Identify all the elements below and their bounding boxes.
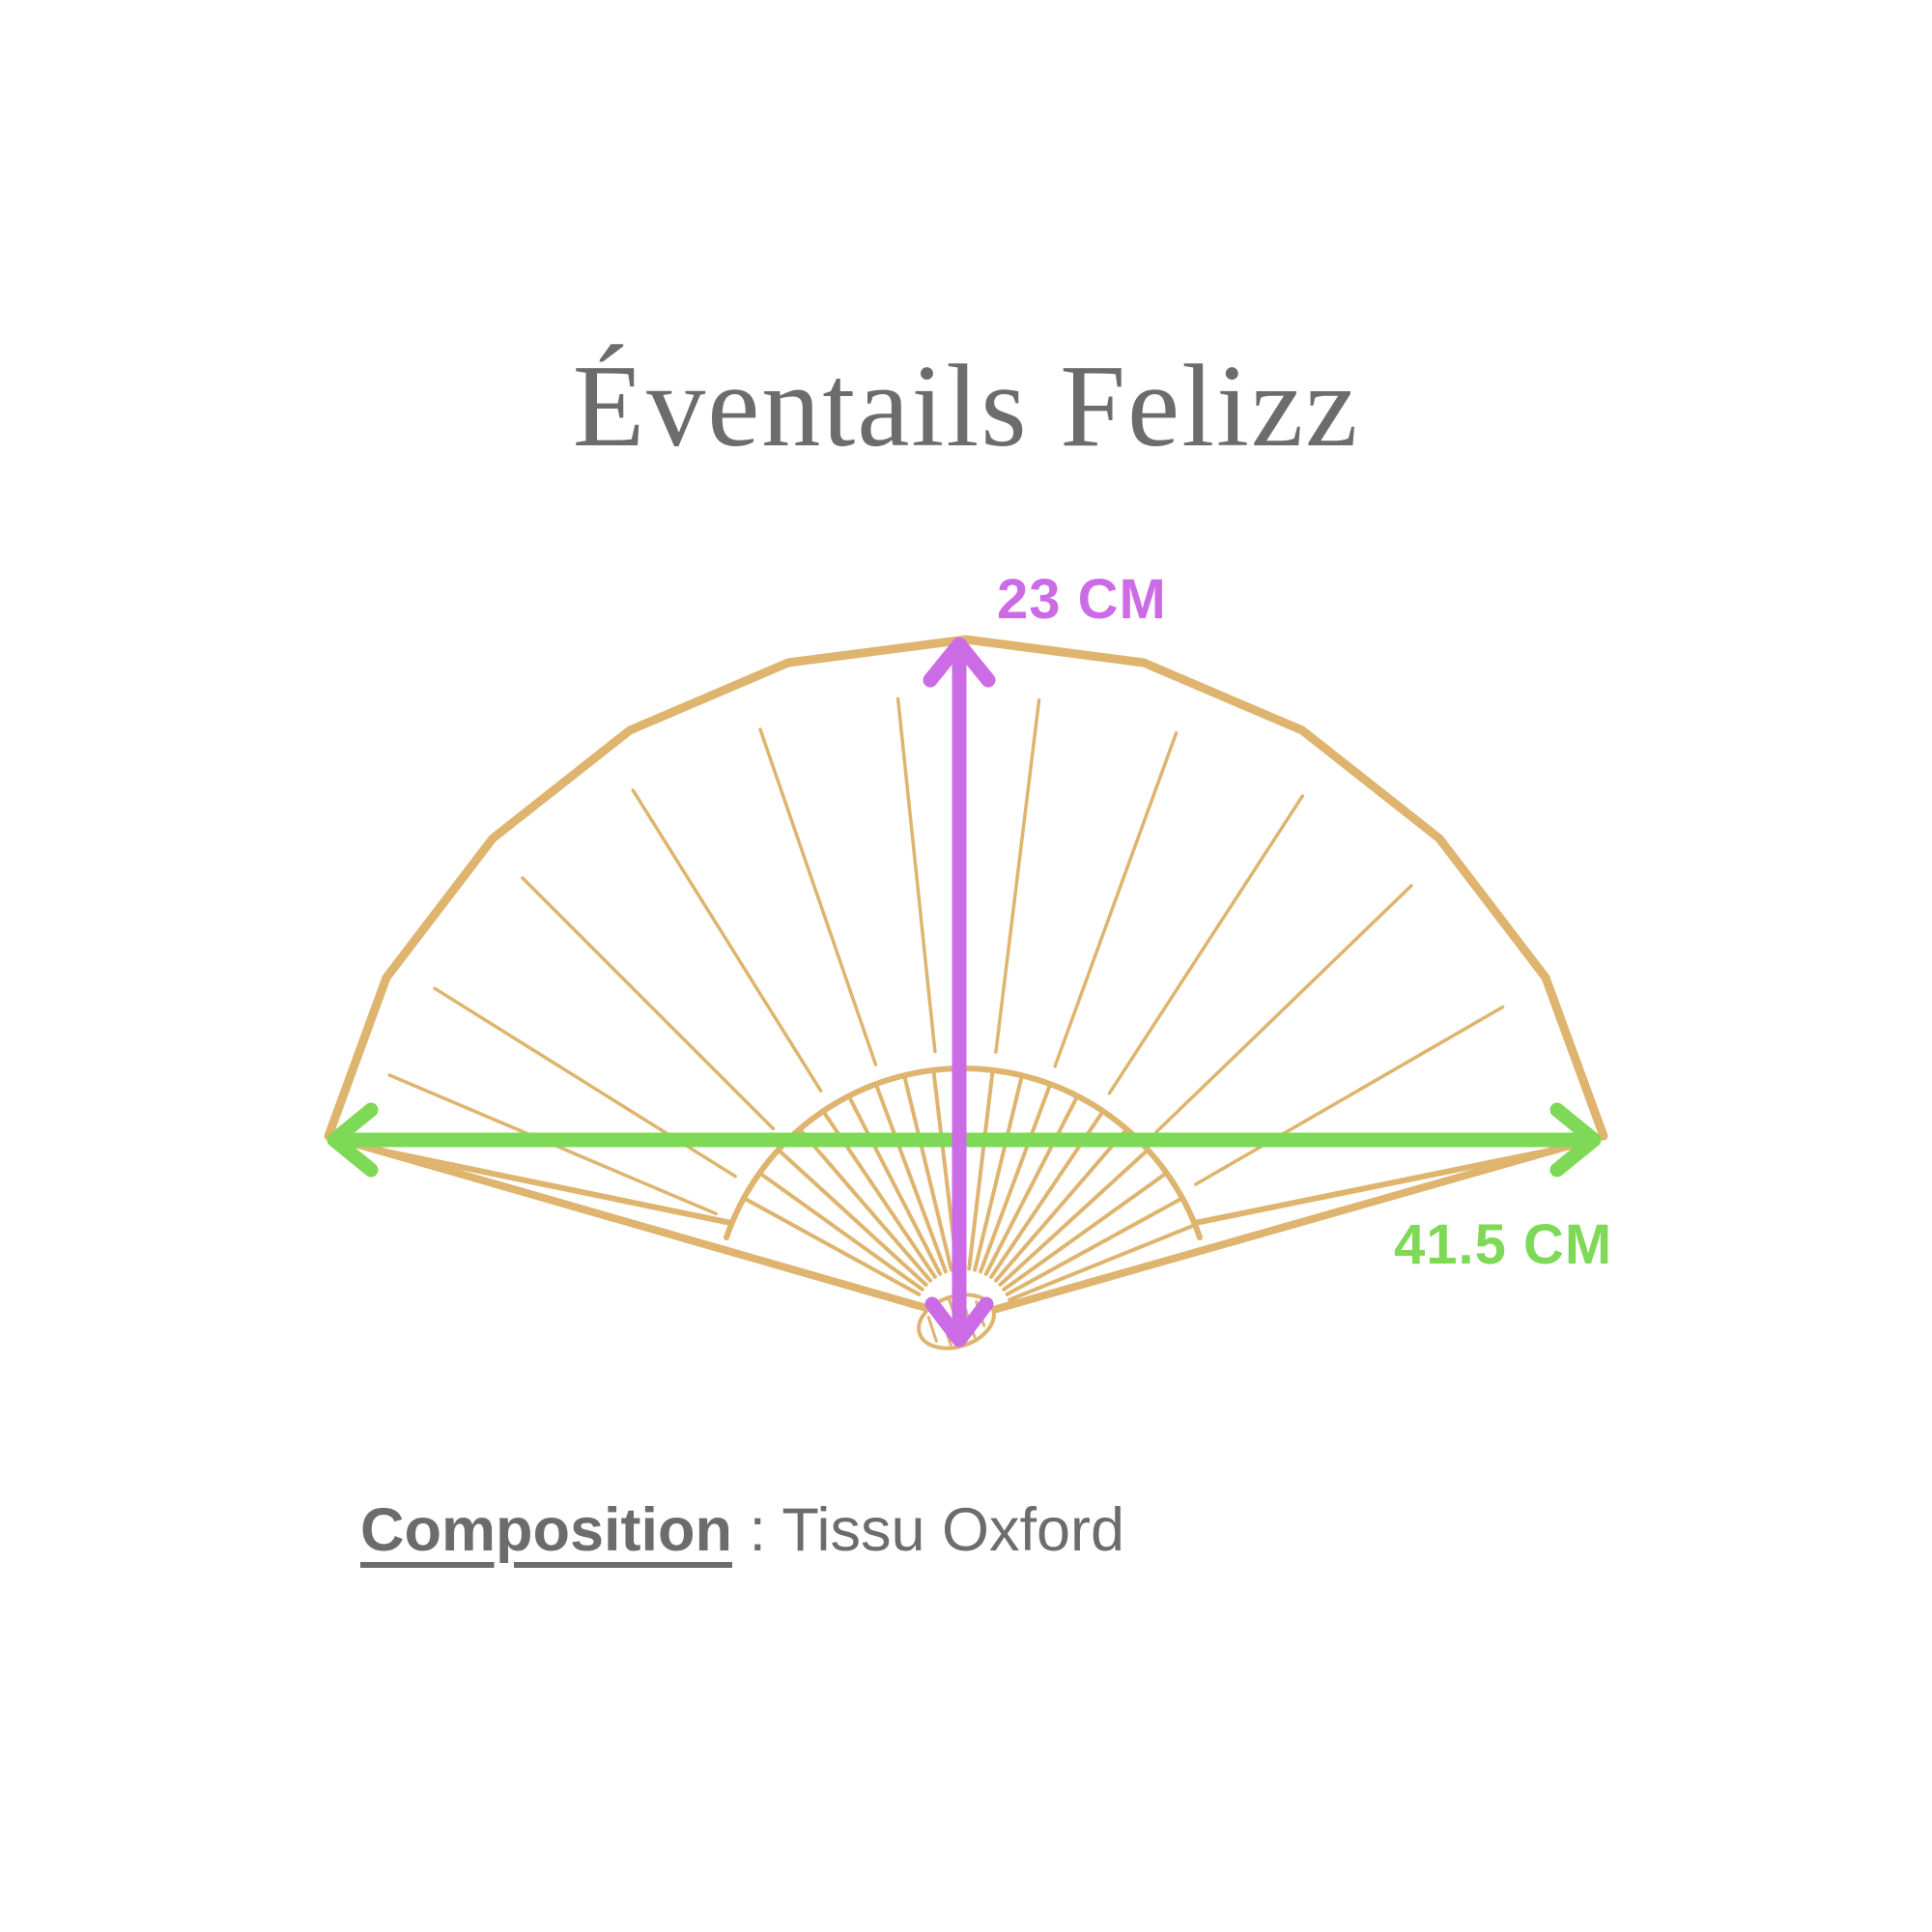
fan-rib (521, 876, 776, 1131)
fan-fold-line (1008, 1224, 1195, 1302)
fan-left-guard (325, 1132, 967, 1322)
fan-rib (1053, 731, 1179, 1068)
fan-fold-line (799, 1129, 932, 1283)
fan-folds (744, 1069, 1195, 1302)
fan-fold-line (779, 1150, 928, 1287)
height-dimension-label: 23 CM (997, 568, 1167, 631)
fan-rib (758, 727, 878, 1066)
arrow-down-head-icon (924, 1296, 994, 1348)
fan-rib (433, 986, 737, 1179)
page-title: Éventails Felizz (572, 341, 1360, 471)
composition-label: Composition (360, 1496, 732, 1564)
fan-rib (994, 698, 1041, 1054)
fan-fold-line (874, 1085, 948, 1274)
arrow-up-head-icon (923, 637, 996, 688)
fan-fold-line (967, 1070, 995, 1271)
composition-separator: : (731, 1496, 782, 1564)
fan-fold-line (848, 1096, 943, 1276)
height-arrow (923, 637, 996, 1348)
fan-fold-line (979, 1085, 1052, 1274)
fan-fold-line (902, 1076, 953, 1272)
fan-rib (1107, 794, 1305, 1095)
fan-rib (631, 788, 823, 1093)
fan-right-pleat-edge (1192, 1138, 1601, 1226)
fan-fold-line (983, 1096, 1078, 1276)
arrow-right-head-icon (1549, 1102, 1602, 1178)
fan-rib (1154, 884, 1413, 1134)
composition-value: Tissu Oxford (781, 1496, 1125, 1564)
fan-fold-line (994, 1129, 1127, 1283)
fan-fold-line (1002, 1173, 1167, 1292)
fan-fold-line (744, 1197, 922, 1296)
fan-fold-line (973, 1076, 1024, 1272)
fan-fold-line (998, 1150, 1148, 1287)
fan-fold-line (1005, 1197, 1182, 1296)
fan-right-guard (959, 1132, 1607, 1322)
fan-left-pleat-edge (331, 1138, 734, 1226)
fan-rib (1194, 1005, 1505, 1186)
width-dimension-label: 41.5 CM (1394, 1213, 1613, 1276)
arrow-left-head-icon (327, 1102, 379, 1178)
fan-outer-edge (324, 635, 1608, 1141)
fan-rib (895, 696, 937, 1054)
fan-fold-line (759, 1173, 924, 1292)
composition-line: Composition : Tissu Oxford (360, 1496, 1125, 1564)
